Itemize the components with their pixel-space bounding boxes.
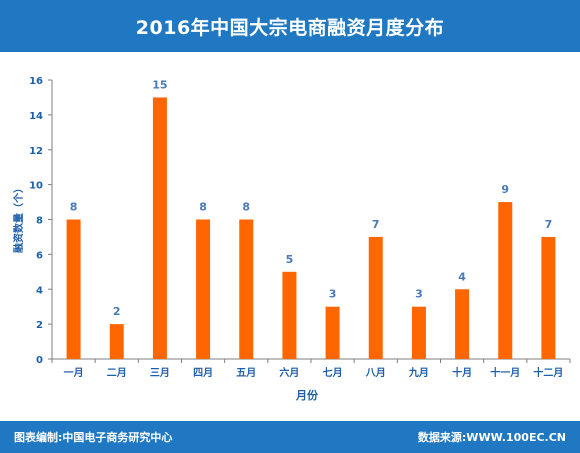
bar <box>325 306 340 359</box>
x-tick-label: 七月 <box>323 366 343 379</box>
bar <box>368 236 383 359</box>
y-tick-label: 6 <box>36 250 43 261</box>
footer-credit: 图表编制:中国电子商务研究中心 <box>14 431 173 444</box>
data-label: 3 <box>415 288 423 301</box>
x-tick-label: 十月 <box>452 366 472 379</box>
bar <box>541 236 556 359</box>
x-tick-label: 九月 <box>408 366 429 379</box>
data-label: 8 <box>199 201 207 214</box>
data-label: 8 <box>242 201 250 214</box>
y-tick-label: 16 <box>29 76 43 87</box>
data-label: 2 <box>113 305 121 318</box>
bar-chart: 0 2 4 6 8 10 12 14 16 8 2 15 8 8 5 3 7 3 4 9 7 一月 二月 三月 四月 五月 六月… <box>12 76 571 402</box>
data-label: 15 <box>152 78 167 91</box>
x-tick-label: 三月 <box>150 367 170 379</box>
x-tick-label: 八月 <box>365 367 386 379</box>
x-tick-label: 二月 <box>107 367 127 379</box>
data-label: 5 <box>286 253 294 266</box>
bar <box>152 97 167 359</box>
x-tick-label: 四月 <box>193 367 213 379</box>
x-axis-label: 月份 <box>295 388 319 402</box>
y-tick-label: 12 <box>29 146 43 157</box>
x-tick-label: 十二月 <box>533 366 563 379</box>
y-tick-label: 10 <box>29 181 43 192</box>
y-tick-label: 8 <box>36 216 43 227</box>
bars <box>66 97 556 359</box>
bar <box>239 219 254 359</box>
x-tick-label: 一月 <box>64 367 84 379</box>
x-tick-label: 十一月 <box>490 366 520 379</box>
data-label: 8 <box>70 201 78 214</box>
y-tick-label: 0 <box>36 355 43 366</box>
x-ticks: 一月 二月 三月 四月 五月 六月 七月 八月 九月 十月 十一月 十二月 <box>51 359 571 379</box>
y-axis-label: 融资数量（个） <box>12 183 25 253</box>
y-tick-label: 4 <box>36 285 43 296</box>
bar <box>455 289 470 359</box>
bar <box>109 324 124 359</box>
chart-title: 2016年中国大宗电商融资月度分布 <box>135 16 445 39</box>
data-label: 7 <box>372 218 380 231</box>
axes <box>51 80 570 360</box>
footer-bar: 图表编制:中国电子商务研究中心 数据来源:WWW.100EC.CN <box>0 421 580 453</box>
x-tick-label: 五月 <box>236 367 256 379</box>
y-tick-label: 14 <box>29 111 43 122</box>
bar <box>66 219 81 359</box>
data-label: 9 <box>501 183 509 196</box>
data-labels: 8 2 15 8 8 5 3 7 3 4 9 7 <box>70 78 552 318</box>
data-label: 7 <box>545 218 553 231</box>
footer-source: 数据来源:WWW.100EC.CN <box>417 431 566 444</box>
chart-area: 0 2 4 6 8 10 12 14 16 8 2 15 8 8 5 3 7 3 4 9 7 一月 二月 三月 四月 五月 六月… <box>0 52 580 420</box>
y-ticks: 0 2 4 6 8 10 12 14 16 <box>29 76 52 366</box>
data-label: 3 <box>329 288 337 301</box>
y-tick-label: 2 <box>36 320 43 331</box>
data-label: 4 <box>458 270 466 283</box>
bar <box>411 306 426 359</box>
title-bar: 2016年中国大宗电商融资月度分布 <box>0 0 580 52</box>
bar <box>498 202 513 359</box>
x-tick-label: 六月 <box>279 366 299 379</box>
bar <box>282 271 297 359</box>
bar <box>196 219 211 359</box>
